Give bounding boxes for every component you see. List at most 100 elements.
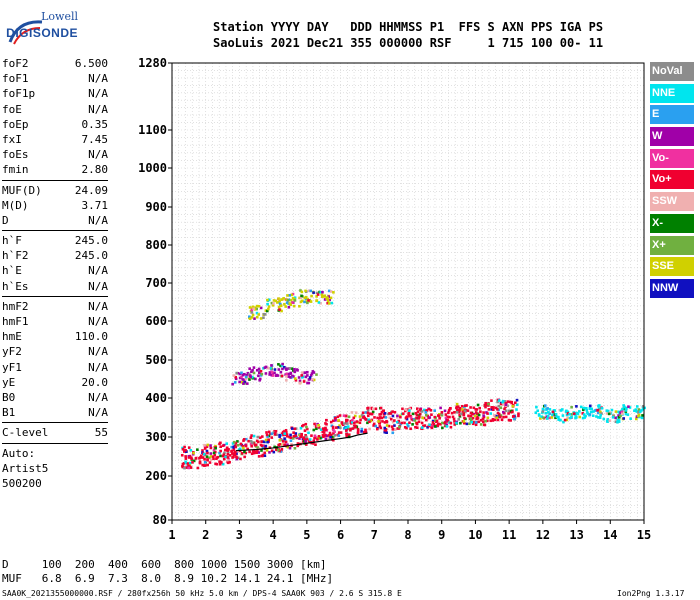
echo-point <box>363 430 366 434</box>
echo-point <box>413 419 417 422</box>
echo-point <box>566 416 570 420</box>
echo-point <box>293 370 297 374</box>
param-value: N/A <box>88 406 108 420</box>
echo-point <box>414 425 417 429</box>
echo-point <box>421 416 425 420</box>
echo-point <box>352 416 356 420</box>
param-value: N/A <box>88 279 108 293</box>
echo-point <box>453 411 456 414</box>
echo-point <box>198 460 202 463</box>
echo-point <box>455 410 459 414</box>
echo-point <box>296 369 299 372</box>
echo-point <box>424 418 428 422</box>
param-value: N/A <box>88 299 108 313</box>
echo-point <box>257 455 261 458</box>
echo-point <box>345 434 349 438</box>
echo-point <box>489 419 493 423</box>
echo-point <box>485 419 489 423</box>
echo-point <box>334 419 337 422</box>
echo-point <box>317 436 320 440</box>
echo-point <box>203 458 206 461</box>
echo-point <box>262 444 265 447</box>
echo-point <box>266 435 269 438</box>
echo-point <box>332 291 335 294</box>
echo-point <box>353 414 357 418</box>
echo-point <box>422 424 425 428</box>
auto-line: 500200 <box>2 476 42 490</box>
echo-point <box>407 414 411 417</box>
echo-point <box>326 299 330 303</box>
echo-point <box>190 457 193 460</box>
echo-point <box>235 457 239 461</box>
echo-point <box>358 415 362 418</box>
echo-point <box>598 416 602 419</box>
echo-point <box>548 412 551 415</box>
footer-info: SAA0K_2021355000000.RSF / 280fx256h 50 k… <box>2 589 402 598</box>
echo-point <box>225 446 229 450</box>
echo-point <box>513 401 517 405</box>
echo-point <box>622 404 625 407</box>
echo-point <box>404 408 408 411</box>
echo-point <box>490 408 494 411</box>
echo-point <box>467 414 470 418</box>
echo-point <box>307 381 311 385</box>
echo-point <box>605 409 609 412</box>
echo-point <box>243 380 246 384</box>
echo-point <box>481 417 485 421</box>
echo-point <box>584 407 588 410</box>
echo-point <box>227 457 230 461</box>
echo-point <box>278 299 281 303</box>
echo-point <box>299 435 303 439</box>
y-tick-label: 800 <box>145 238 167 252</box>
echo-point <box>251 313 255 317</box>
echo-point <box>563 418 567 422</box>
echo-point <box>310 294 313 298</box>
echo-point <box>329 433 333 437</box>
echo-point <box>306 297 310 301</box>
echo-point <box>286 294 289 297</box>
echo-point <box>409 427 412 431</box>
echo-point <box>608 419 612 422</box>
echo-point <box>312 371 316 374</box>
legend-item-w: W <box>650 127 694 147</box>
legend-item-nne: NNE <box>650 83 694 103</box>
echo-point <box>250 434 253 437</box>
echo-point <box>248 450 251 454</box>
echo-point <box>375 427 379 431</box>
echo-point <box>219 445 223 449</box>
echo-point <box>354 420 357 424</box>
echo-point <box>384 416 388 419</box>
echo-point <box>426 414 430 418</box>
echo-point <box>474 421 478 424</box>
echo-point <box>186 462 190 465</box>
echo-point <box>431 419 435 423</box>
echo-point <box>277 305 281 309</box>
echo-point <box>337 419 340 422</box>
param-label: M(D) <box>2 198 29 212</box>
echo-point <box>256 449 259 452</box>
echo-point <box>512 415 515 418</box>
echo-point <box>406 422 409 426</box>
echo-point <box>625 406 628 410</box>
echo-point <box>236 443 240 447</box>
echo-point <box>372 424 375 427</box>
echo-point <box>315 436 318 439</box>
echo-point <box>326 296 329 300</box>
echo-point <box>280 374 284 378</box>
echo-point <box>449 425 453 429</box>
echo-point <box>620 410 624 414</box>
echo-point <box>440 413 444 417</box>
echo-point <box>323 295 326 298</box>
param-label: B1 <box>2 406 16 420</box>
echo-point <box>582 413 586 416</box>
echo-point <box>627 405 630 408</box>
param-row-hf2: h`F2 245.0 <box>2 248 108 263</box>
echo-point <box>396 416 399 419</box>
echo-point <box>324 428 328 432</box>
echo-point <box>324 437 328 441</box>
echo-point <box>581 416 585 420</box>
echo-point <box>252 371 256 375</box>
echo-point <box>448 408 451 412</box>
echo-point <box>205 449 209 453</box>
echo-point <box>396 427 400 430</box>
